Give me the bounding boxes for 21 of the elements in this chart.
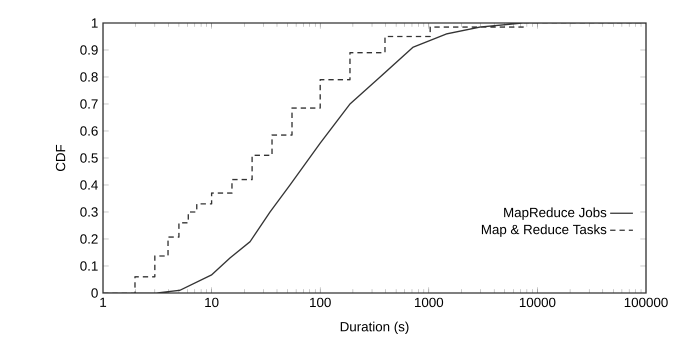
x-tick-label: 1 xyxy=(100,298,106,307)
legend-label: MapReduce Jobs xyxy=(504,207,606,220)
x-tick-label: 100000 xyxy=(624,298,668,308)
legend-label: Map & Reduce Tasks xyxy=(482,224,606,237)
x-tick-label: 100 xyxy=(310,298,331,308)
y-tick-label: 0.5 xyxy=(80,153,98,163)
y-tick-label: 0.7 xyxy=(80,99,98,109)
x-tick-label: 1000 xyxy=(415,298,444,308)
y-tick-label: 0.1 xyxy=(80,261,98,271)
y-tick-label: 0.3 xyxy=(80,207,98,217)
y-tick-label: 0.8 xyxy=(80,72,98,82)
x-tick-label: 10 xyxy=(205,298,219,308)
y-axis-title: CDF xyxy=(56,144,66,172)
x-tick-label: 10000 xyxy=(520,298,556,308)
y-tick-label: 0.9 xyxy=(80,45,98,55)
y-tick-label: 0.2 xyxy=(80,234,98,244)
y-tick-label: 0 xyxy=(91,288,98,298)
y-tick-label: 0.6 xyxy=(80,126,98,136)
y-tick-label: 1 xyxy=(92,18,98,28)
y-tick-label: 0.4 xyxy=(80,180,98,190)
x-axis-title: Duration (s) xyxy=(340,322,408,334)
